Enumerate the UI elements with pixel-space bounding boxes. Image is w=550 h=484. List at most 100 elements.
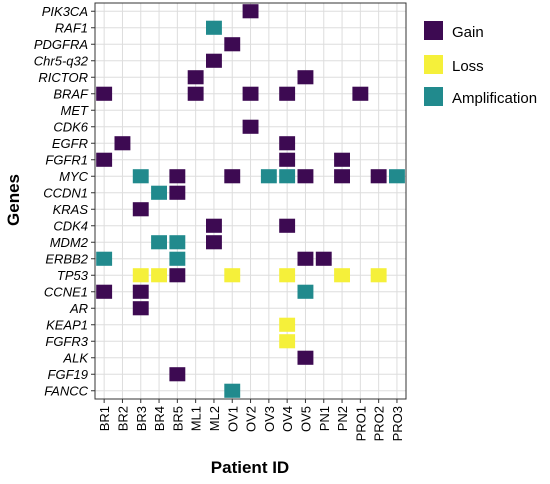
heatmap-cell-loss [370,268,387,283]
y-tick-labels: PIK3CARAF1PDGFRAChr5-q32RICTORBRAFMETCDK… [34,4,95,398]
heatmap-cell-gain [187,70,204,85]
heatmap-cell-amplification [206,20,222,35]
heatmap-cell-gain [279,86,296,101]
legend-label-loss: Loss [452,58,484,75]
y-tick-label: CDK6 [53,119,88,134]
y-tick-label: FGF19 [48,367,88,382]
heatmap-cell-loss [151,268,167,283]
heatmap-cell-gain [96,152,113,167]
y-tick-label: FANCC [44,383,88,398]
y-tick-label: TP53 [57,268,89,283]
heatmap-cell-gain [114,136,131,151]
heatmap-cell-gain [169,367,186,382]
heatmap-cell-gain [224,169,241,184]
x-tick-label: BR3 [134,406,149,431]
heatmap-cell-amplification [151,235,167,250]
heatmap-cell-gain [187,86,204,101]
x-tick-label: PRO2 [372,406,387,441]
heatmap-cell-gain [297,350,314,365]
y-tick-label: ALK [62,350,89,365]
y-tick-label: CCNE1 [44,284,88,299]
heatmap-cell-gain [352,86,369,101]
legend-label-gain: Gain [452,24,484,41]
heatmap-cell-gain [297,251,314,266]
y-tick-label: PIK3CA [42,4,88,19]
x-axis-title: Patient ID [211,458,289,477]
data-cells [96,4,405,398]
x-tick-label: PN1 [317,406,332,431]
y-tick-label: KEAP1 [46,317,88,332]
x-tick-label: OV4 [280,406,295,432]
y-tick-label: EGFR [52,136,88,151]
y-tick-label: ERBB2 [45,251,88,266]
x-tick-label: OV3 [262,406,277,432]
heatmap-cell-gain [370,169,387,184]
y-axis-title: Genes [4,174,23,226]
y-tick-label: MYC [59,169,89,184]
heatmap-cell-amplification [132,169,149,184]
y-tick-label: FGFR3 [45,334,88,349]
x-tick-label: BR4 [152,406,167,431]
x-tick-label: PN2 [335,406,350,431]
y-tick-label: Chr5-q32 [34,53,89,68]
heatmap-cell-gain [206,218,222,233]
x-tick-label: OV1 [225,406,240,432]
y-tick-label: RICTOR [38,70,88,85]
x-tick-label: PRO1 [353,406,368,441]
x-tick-label: OV2 [244,406,259,432]
y-tick-label: KRAS [53,202,89,217]
heatmap-cell-gain [224,37,241,52]
grid-lines [95,3,407,399]
heatmap-cell-gain [132,202,149,217]
heatmap-cell-amplification [260,169,277,184]
x-tick-label: PRO3 [390,406,405,441]
y-tick-label: RAF1 [55,20,88,35]
legend-swatch-gain [424,21,443,40]
heatmap-cell-amplification [151,185,167,200]
heatmap-cell-gain [132,284,149,299]
heatmap-cell-amplification [224,383,241,398]
x-tick-labels: BR1 BR2 BR3 BR4 BR5 ML1 ML2 OV1 OV2 OV3 OV4 OV5 PN1 P… [97,399,405,441]
heatmap-cell-amplification [169,251,186,266]
heatmap-cell-gain [242,86,259,101]
legend-swatch-amplification [424,87,443,106]
legend: Gain Loss Amplification [424,21,537,107]
heatmap-cell-gain [334,169,350,184]
heatmap-cell-loss [279,268,296,283]
heatmap-cell-loss [279,317,296,332]
heatmap-cell-gain [169,169,186,184]
y-tick-label: FGFR1 [45,152,88,167]
heatmap-cell-gain [297,70,314,85]
heatmap-cell-gain [242,4,259,19]
heatmap-cell-gain [206,235,222,250]
heatmap-cell-gain [169,268,186,283]
heatmap-cell-gain [96,284,113,299]
y-tick-label: MDM2 [50,235,89,250]
heatmap-cell-amplification [169,235,186,250]
x-tick-label: ML2 [207,406,222,431]
x-tick-label: BR2 [115,406,130,431]
legend-swatch-loss [424,55,443,74]
heatmap-cell-amplification [96,251,113,266]
y-tick-label: BRAF [53,86,89,101]
heatmap-cell-amplification [297,284,314,299]
heatmap-cell-amplification [279,169,296,184]
heatmap-cell-gain [279,218,296,233]
y-tick-label: CDK4 [53,218,88,233]
heatmap-cell-loss [279,334,296,349]
x-tick-label: BR1 [97,406,112,431]
heatmap-cell-gain [315,251,332,266]
legend-label-amplification: Amplification [452,90,537,107]
heatmap-cell-gain [297,169,314,184]
heatmap-cell-gain [169,185,186,200]
heatmap-cell-loss [334,268,350,283]
x-tick-label: OV5 [298,406,313,432]
heatmap-cell-gain [334,152,350,167]
y-tick-label: CCDN1 [43,185,88,200]
x-tick-label: ML1 [189,406,204,431]
heatmap-cell-gain [279,136,296,151]
heatmap-cell-loss [224,268,241,283]
heatmap-cell-gain [206,53,222,68]
y-tick-label: MET [61,103,90,118]
